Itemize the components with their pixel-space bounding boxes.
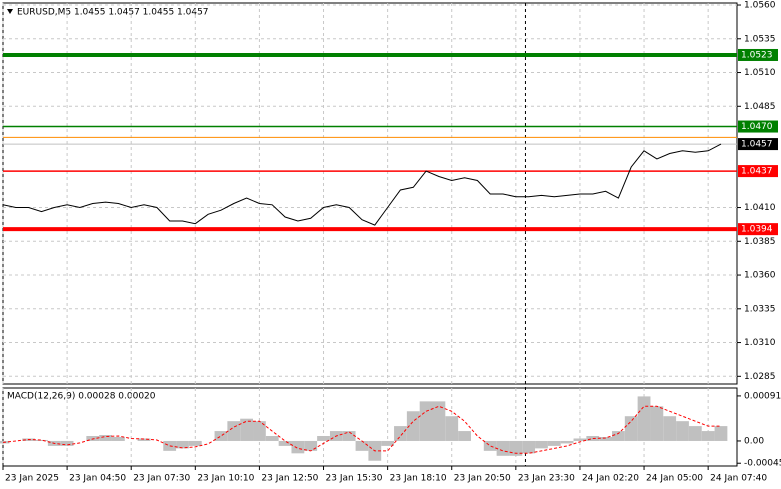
macd-bar <box>227 421 241 441</box>
x-tick-label: 23 Jan 12:50 <box>261 474 318 484</box>
y-tick-label: 0.00 <box>744 436 764 446</box>
macd-bar <box>214 431 228 441</box>
macd-bar <box>560 440 574 444</box>
level-box <box>738 120 778 133</box>
macd-bar <box>355 440 369 451</box>
macd-bar <box>496 440 510 456</box>
macd-bar <box>701 431 715 441</box>
signal-line <box>2 405 721 454</box>
x-tick-label: 23 Jan 10:10 <box>197 474 254 484</box>
level-box <box>738 223 778 236</box>
x-tick-label: 23 Jan 04:50 <box>69 474 126 484</box>
macd-bar <box>688 426 702 441</box>
macd-bar <box>240 418 253 441</box>
macd-bar <box>317 436 330 441</box>
macd-bar <box>522 440 536 454</box>
level-label: 1.0457 <box>741 140 773 150</box>
x-tick-label: 23 Jan 2025 <box>5 474 59 484</box>
chart-title: EURUSD,M5 1.0455 1.0457 1.0455 1.0457 <box>17 8 209 18</box>
macd-bar <box>612 431 625 441</box>
macd-bar <box>445 416 459 441</box>
macd-bar <box>99 435 112 441</box>
macd-bar <box>35 439 48 441</box>
macd-bar <box>188 440 202 446</box>
macd-bar <box>586 436 600 441</box>
y-tick-label: 1.0335 <box>744 304 776 314</box>
level-label: 1.0470 <box>741 122 773 132</box>
macd-bar <box>253 421 266 441</box>
x-tick-label: 23 Jan 07:30 <box>133 474 190 484</box>
x-tick-label: 23 Jan 18:10 <box>390 474 447 484</box>
y-tick-label: 1.0360 <box>744 271 776 281</box>
macd-bar <box>265 436 279 441</box>
macd-bar <box>137 438 151 441</box>
macd-bar <box>304 440 318 451</box>
level-box <box>738 48 778 61</box>
level-box <box>738 165 778 178</box>
macd-bar <box>291 440 305 454</box>
y-tick-label: 1.0535 <box>744 34 776 44</box>
level-label: 1.0394 <box>741 225 773 235</box>
x-tick-label: 24 Jan 05:00 <box>646 474 703 484</box>
macd-bar <box>483 440 497 451</box>
x-tick-label: 24 Jan 02:20 <box>582 474 639 484</box>
level-box <box>738 138 778 151</box>
macd-bar <box>111 436 125 441</box>
x-tick-label: 24 Jan 07:40 <box>710 474 767 484</box>
macd-bar <box>535 440 548 449</box>
macd-bar <box>676 421 689 441</box>
y-tick-label: 1.0485 <box>744 102 776 112</box>
macd-bar <box>381 440 395 446</box>
macd-bar <box>663 416 677 441</box>
macd-bar <box>176 440 189 449</box>
y-tick-label: 1.0285 <box>744 372 776 382</box>
price-panel-frame <box>2 2 738 385</box>
macd-bar <box>60 440 74 446</box>
price-line <box>2 143 722 226</box>
macd-bar <box>278 440 292 446</box>
macd-bar <box>509 440 523 456</box>
macd-bar <box>624 416 638 441</box>
macd-bar <box>714 426 728 441</box>
macd-bar <box>458 431 471 441</box>
macd-bar <box>163 440 177 451</box>
level-label: 1.0523 <box>741 50 773 60</box>
macd-bar <box>432 401 446 441</box>
y-tick-label: -0.00045 <box>744 459 781 469</box>
y-tick-label: 0.00091 <box>744 391 781 401</box>
menu-arrow <box>7 9 13 14</box>
macd-bar <box>637 396 651 441</box>
x-tick-label: 23 Jan 15:30 <box>326 474 383 484</box>
y-tick-label: 1.0385 <box>744 237 776 247</box>
macd-bar <box>599 436 612 441</box>
level-label: 1.0437 <box>741 167 773 177</box>
macd-bar <box>573 438 587 441</box>
y-tick-label: 1.0410 <box>744 203 776 213</box>
y-tick-label: 1.0310 <box>744 338 776 348</box>
macd-bar <box>342 431 356 441</box>
x-tick-label: 23 Jan 20:50 <box>454 474 511 484</box>
macd-bar <box>547 440 561 446</box>
macd-bar <box>650 406 664 441</box>
macd-bar <box>419 401 433 441</box>
macd-bar <box>394 426 407 441</box>
macd-title: MACD(12,26,9) 0.00028 0.00020 <box>7 392 156 402</box>
x-tick-label: 23 Jan 23:30 <box>518 474 575 484</box>
y-tick-label: 1.0560 <box>744 1 776 11</box>
y-tick-label: 1.0510 <box>744 68 776 78</box>
